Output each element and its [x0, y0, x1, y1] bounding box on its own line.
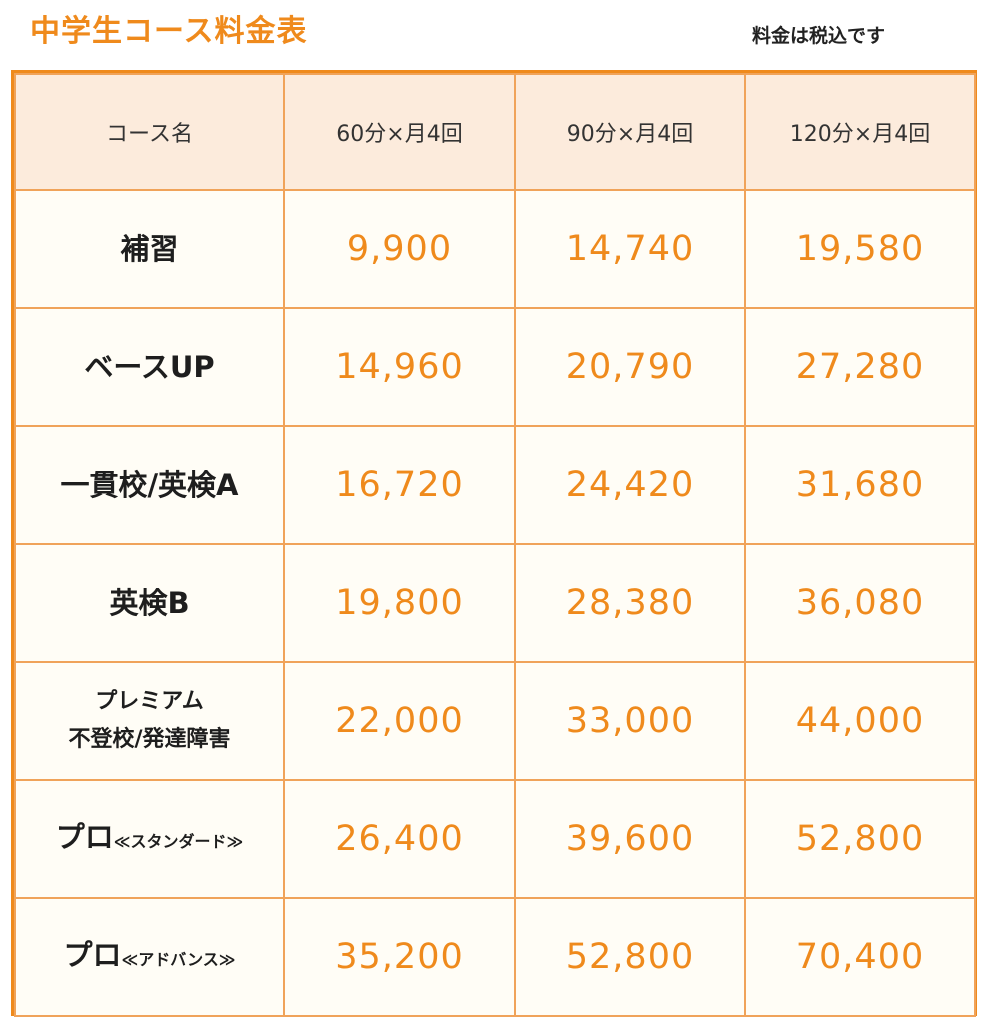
price-cell: 20,790	[514, 307, 746, 427]
column-header-90min: 90分×月4回	[514, 73, 746, 191]
price-cell: 44,000	[744, 661, 976, 781]
price-cell: 52,800	[514, 897, 746, 1017]
course-name-cell: プロ≪アドバンス≫	[14, 897, 285, 1017]
course-name: 一貫校/英検A	[60, 468, 239, 502]
price-cell: 9,900	[283, 189, 516, 309]
price-cell: 14,960	[283, 307, 516, 427]
price-cell: 70,400	[744, 897, 976, 1017]
price-table: コース名 60分×月4回 90分×月4回 120分×月4回 補習 9,900 1…	[14, 73, 976, 1017]
price-cell: 19,580	[744, 189, 976, 309]
course-name-cell: 一貫校/英検A	[14, 425, 285, 545]
table-row: プロ≪アドバンス≫ 35,200 52,800 70,400	[14, 897, 976, 1017]
course-name: 補習	[120, 232, 179, 266]
price-cell: 33,000	[514, 661, 746, 781]
course-name: プロ	[55, 819, 114, 854]
course-name-cell: 補習	[14, 189, 285, 309]
price-cell: 14,740	[514, 189, 746, 309]
tax-note: 料金は税込です	[752, 25, 886, 47]
price-cell: 52,800	[744, 779, 976, 899]
table-row: ベースUP 14,960 20,790 27,280	[14, 307, 976, 427]
price-cell: 26,400	[283, 779, 516, 899]
course-name-cell: プレミアム 不登校/発達障害	[14, 661, 285, 781]
column-header-60min: 60分×月4回	[283, 73, 516, 191]
course-name-line1: プレミアム	[95, 689, 204, 714]
price-cell: 19,800	[283, 543, 516, 663]
price-cell: 22,000	[283, 661, 516, 781]
course-name-sub: ≪アドバンス≫	[121, 949, 236, 969]
column-header-120min: 120分×月4回	[744, 73, 976, 191]
course-name-cell: プロ≪スタンダード≫	[14, 779, 285, 899]
course-name-cell: 英検B	[14, 543, 285, 663]
course-name: プロ	[63, 937, 122, 972]
course-name: ベースUP	[84, 350, 215, 384]
price-cell: 27,280	[744, 307, 976, 427]
price-table-container: コース名 60分×月4回 90分×月4回 120分×月4回 補習 9,900 1…	[11, 70, 977, 1017]
price-cell: 36,080	[744, 543, 976, 663]
page-title: 中学生コース料金表	[30, 14, 308, 49]
price-cell: 28,380	[514, 543, 746, 663]
table-row: プレミアム 不登校/発達障害 22,000 33,000 44,000	[14, 661, 976, 781]
course-name: 英検B	[109, 586, 190, 620]
table-header-row: コース名 60分×月4回 90分×月4回 120分×月4回	[14, 73, 976, 191]
price-cell: 31,680	[744, 425, 976, 545]
table-row: 一貫校/英検A 16,720 24,420 31,680	[14, 425, 976, 545]
table-row: 英検B 19,800 28,380 36,080	[14, 543, 976, 663]
course-name-line2: 不登校/発達障害	[68, 727, 231, 752]
price-cell: 39,600	[514, 779, 746, 899]
price-cell: 16,720	[283, 425, 516, 545]
price-cell: 35,200	[283, 897, 516, 1017]
price-cell: 24,420	[514, 425, 746, 545]
course-name-sub: ≪スタンダード≫	[113, 831, 244, 851]
table-row: プロ≪スタンダード≫ 26,400 39,600 52,800	[14, 779, 976, 899]
column-header-course: コース名	[14, 73, 285, 191]
table-row: 補習 9,900 14,740 19,580	[14, 189, 976, 309]
course-name-cell: ベースUP	[14, 307, 285, 427]
